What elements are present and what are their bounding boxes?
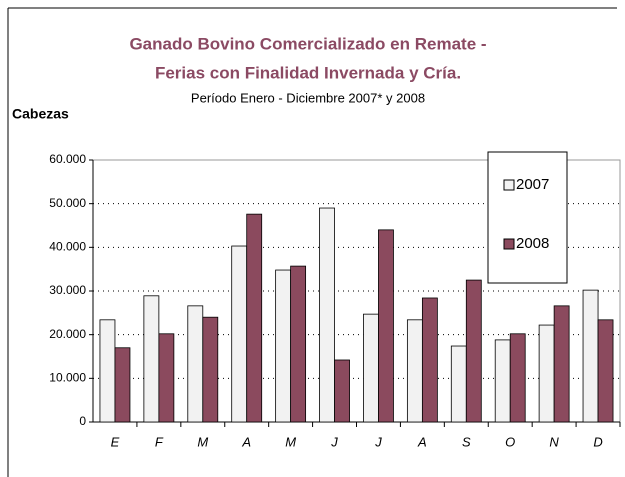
x-tick-label: J <box>330 434 338 449</box>
bar <box>246 213 263 423</box>
x-tick-label: N <box>549 434 559 449</box>
bar <box>582 289 599 423</box>
bar <box>158 333 175 423</box>
bar <box>319 207 335 423</box>
y-tick-label: 50.000 <box>49 196 86 210</box>
bar <box>538 324 555 423</box>
bar <box>465 279 482 423</box>
x-tick-label: J <box>374 434 382 449</box>
chart-subtitle: Período Enero - Diciembre 2007* y 2008 <box>191 90 425 105</box>
bar <box>99 319 116 423</box>
y-tick-label: 30.000 <box>49 283 86 297</box>
x-tick-label: O <box>505 434 515 449</box>
y-tick-label: 10.000 <box>49 371 86 385</box>
x-tick-label: D <box>593 434 602 449</box>
bar <box>334 359 350 423</box>
legend-label: 2008 <box>516 235 549 252</box>
bar <box>421 297 438 423</box>
bar <box>143 295 160 423</box>
bar <box>231 245 248 423</box>
legend <box>487 151 568 284</box>
x-tick-label: M <box>197 434 208 449</box>
y-tick-label: 40.000 <box>49 240 86 254</box>
bar <box>494 339 511 423</box>
bar <box>187 305 204 423</box>
x-tick-label: A <box>241 434 251 449</box>
y-tick-label: 60.000 <box>49 152 86 166</box>
bar <box>114 347 131 423</box>
chart-title: Ganado Bovino Comercializado en Remate - <box>129 34 486 53</box>
x-tick-label: F <box>155 434 164 449</box>
chart-title: Ferias con Finalidad Invernada y Cría. <box>155 63 461 82</box>
legend-label: 2007 <box>516 176 549 193</box>
bar <box>509 333 526 423</box>
bar <box>202 316 219 423</box>
y-tick-label: 20.000 <box>49 327 86 341</box>
bar <box>378 229 394 423</box>
bar <box>406 319 423 423</box>
legend-swatch <box>503 179 515 191</box>
bar <box>275 269 292 423</box>
x-tick-label: A <box>417 434 427 449</box>
legend-swatch <box>503 238 515 250</box>
x-tick-label: S <box>462 434 471 449</box>
bar <box>290 265 307 423</box>
x-tick-label: E <box>111 434 120 449</box>
bar <box>363 313 379 423</box>
y-axis-label: Cabezas <box>12 106 69 122</box>
bar <box>450 345 467 423</box>
x-tick-label: M <box>285 434 296 449</box>
y-tick-label: 0 <box>79 414 86 428</box>
bar <box>553 305 570 423</box>
bar <box>597 319 614 423</box>
